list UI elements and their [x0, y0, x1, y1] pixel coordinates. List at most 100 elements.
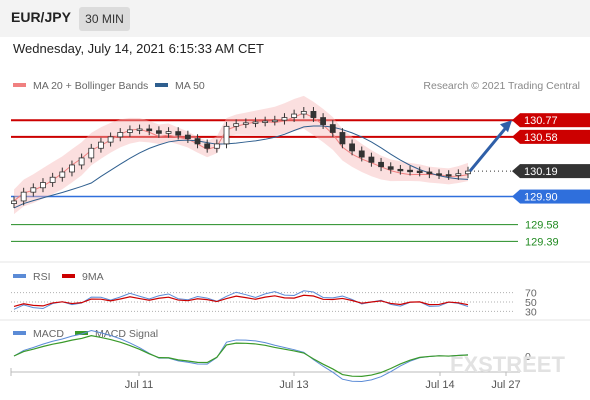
level-tag-arrow-2	[512, 164, 520, 179]
top-bar: EUR/JPY 30 MIN	[0, 0, 590, 37]
candle-body	[30, 187, 37, 193]
rsi-ma-line	[13, 294, 469, 307]
macd-signal-line	[13, 335, 469, 377]
candle-body	[407, 169, 413, 173]
ma50-line	[13, 125, 469, 209]
x-tick-label-0: Jul 11	[125, 379, 154, 391]
macd-tick-0: 0	[525, 351, 531, 363]
legend-signal: MACD Signal	[75, 328, 158, 340]
signal-swatch	[75, 331, 88, 336]
candle-body	[445, 174, 452, 177]
legend-rsi-ma: 9MA	[62, 271, 104, 283]
candle-body	[59, 171, 66, 178]
candle-body	[194, 138, 201, 145]
level-tag-box-0	[520, 113, 590, 128]
rsi-tick-70: 70	[525, 288, 537, 300]
legend-signal-label: MACD Signal	[95, 328, 159, 340]
candle-body	[368, 156, 375, 163]
legend-ma50: MA 50	[155, 80, 205, 92]
candle-body	[40, 182, 46, 189]
legend-macd-label: MACD	[33, 328, 64, 340]
forecast-arrow-shaft	[468, 124, 510, 173]
candle-body	[69, 164, 75, 173]
legend-ma20-label: MA 20 + Bollinger Bands	[33, 80, 149, 92]
candle-body	[213, 143, 220, 149]
candle-body	[11, 200, 17, 204]
rsi-line	[13, 290, 469, 310]
timeframe-button[interactable]: 30 MIN	[79, 7, 130, 31]
x-tick-label-3: Jul 27	[491, 379, 520, 391]
candle-body	[262, 120, 269, 123]
candle-body	[320, 117, 327, 125]
candle-body	[204, 143, 211, 149]
candle-body	[455, 173, 462, 176]
candle-body	[165, 131, 172, 134]
level-tag-label-1: 130.58	[524, 132, 558, 144]
ma50-swatch	[155, 83, 168, 88]
candle-body	[49, 176, 56, 183]
candles	[11, 107, 471, 208]
level-tag-2: 130.19	[512, 164, 590, 179]
legend-rsi-ma-label: 9MA	[82, 271, 104, 283]
datetime-label: Wednesday, July 14, 2021 6:15:33 AM CET	[13, 41, 264, 56]
copyright: Research © 2021 Trading Central	[423, 80, 580, 92]
candle-body	[146, 128, 153, 132]
candle-body	[397, 168, 404, 172]
level-tag-arrow-3	[512, 189, 520, 204]
x-tick-label-1: Jul 13	[279, 379, 308, 391]
candle-body	[387, 166, 394, 170]
x-tick-label-2: Jul 14	[425, 379, 454, 391]
rsi-ma-swatch	[62, 274, 75, 279]
candle-body	[271, 119, 278, 123]
candle-body	[127, 129, 133, 133]
candle-body	[300, 111, 307, 115]
level-tag-arrow-1	[512, 129, 520, 144]
candle-body	[184, 134, 191, 140]
legend-rsi-label: RSI	[33, 271, 51, 283]
legend-rsi: RSI	[13, 271, 51, 283]
legend-ma20: MA 20 + Bollinger Bands	[13, 80, 148, 92]
level-tag-0: 130.77	[512, 113, 590, 128]
level-tag-arrow-0	[512, 113, 520, 128]
level-tag-1: 130.58	[512, 129, 590, 144]
candle-body	[117, 132, 124, 138]
level-tag-label-2: 130.19	[524, 166, 558, 178]
level-tag-box-1	[520, 129, 590, 144]
candle-body	[107, 136, 114, 143]
candle-body	[20, 191, 27, 202]
macd-swatch	[13, 331, 26, 336]
candle-body	[233, 123, 240, 127]
candle-body	[416, 170, 423, 174]
candle-body	[465, 170, 471, 175]
level-tag-label-0: 130.77	[524, 115, 558, 127]
candle-body	[358, 150, 365, 158]
macd-line	[13, 330, 469, 382]
candle-body	[252, 121, 259, 124]
candle-body	[175, 131, 182, 136]
rsi-swatch	[13, 274, 26, 279]
candle-body	[310, 111, 317, 118]
candle-body	[155, 130, 162, 134]
candle-body	[378, 161, 384, 168]
forecast-arrow-head	[500, 120, 512, 133]
candle-body	[223, 125, 230, 145]
legend-ma50-label: MA 50	[175, 80, 205, 92]
candle-body	[78, 157, 85, 166]
watermark: FXSTREET	[450, 352, 565, 377]
ma20-swatch	[13, 83, 26, 88]
rsi-tick-30: 30	[525, 306, 537, 318]
level-tag-label-3: 129.90	[524, 192, 558, 204]
rsi-tick-50: 50	[525, 297, 537, 309]
candle-body	[426, 171, 433, 175]
legend-macd: MACD	[13, 328, 64, 340]
candle-body	[136, 128, 143, 131]
bollinger-band	[14, 95, 468, 215]
candle-body	[339, 132, 346, 145]
candle-body	[88, 147, 95, 159]
symbol-label: EUR/JPY	[11, 9, 71, 25]
level-tag-3: 129.90	[512, 189, 590, 204]
level-tag-box-2	[520, 164, 590, 179]
candle-body	[242, 122, 249, 125]
candle-body	[349, 143, 355, 152]
